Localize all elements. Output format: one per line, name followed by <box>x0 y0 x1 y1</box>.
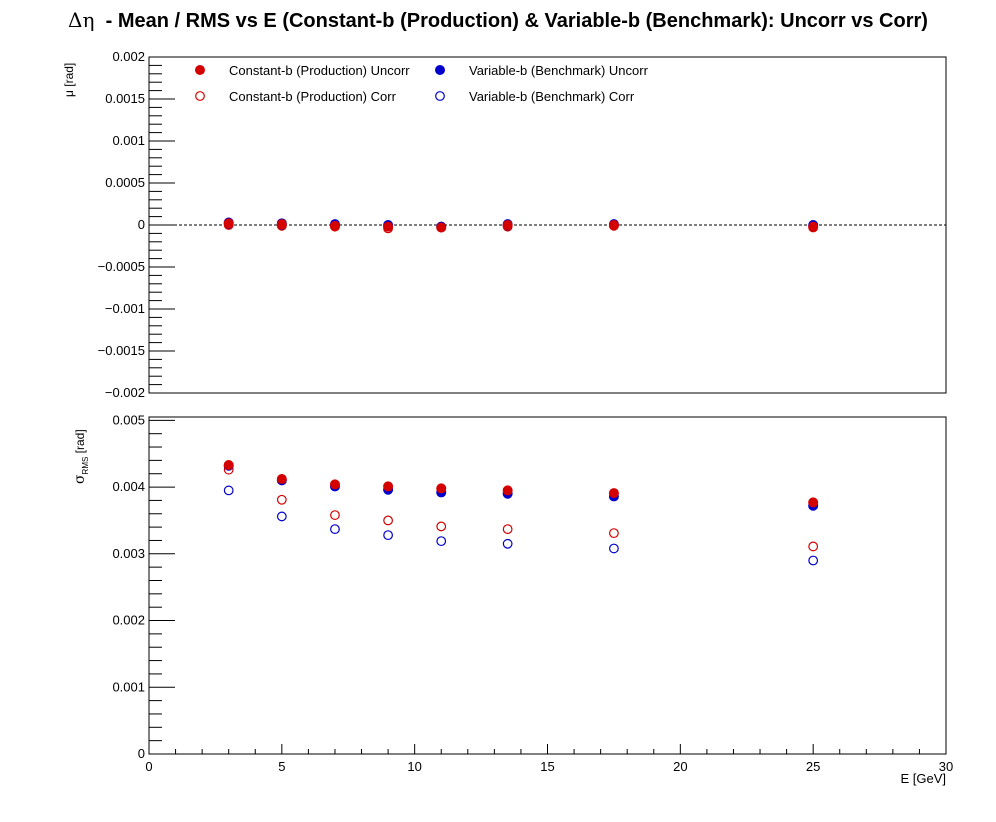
y-tick-label: 0.004 <box>112 479 145 494</box>
x-tick-label: 10 <box>407 759 421 774</box>
y-tick-label: 0.005 <box>112 412 145 427</box>
data-point-open <box>502 538 513 549</box>
data-point-filled <box>608 220 619 230</box>
y-tick-label: 0.0015 <box>105 91 145 106</box>
data-point-filled <box>502 485 513 496</box>
data-point-filled <box>383 221 394 232</box>
legend-marker <box>195 65 205 75</box>
data-point-open <box>330 510 340 520</box>
x-tick-label: 15 <box>540 759 554 774</box>
data-point-filled <box>329 220 340 231</box>
y-tick-label: −0.002 <box>105 385 145 400</box>
data-point-open <box>383 515 394 526</box>
data-point-open <box>609 543 619 554</box>
data-point-open <box>276 494 287 505</box>
y-tick-label: −0.001 <box>105 301 145 316</box>
legend-label: Variable-b (Benchmark) Uncorr <box>469 63 649 78</box>
legend-marker <box>195 91 205 101</box>
panel-rms: σRMS [rad] <box>72 416 947 755</box>
y-tick-label: 0 <box>138 746 145 761</box>
data-point-filled <box>436 222 447 233</box>
data-point-open <box>502 524 513 535</box>
data-point-open <box>436 536 447 547</box>
data-point-filled <box>808 221 819 232</box>
data-point-open <box>330 524 340 535</box>
y-tick-label: 0.002 <box>112 613 145 628</box>
data-point-open <box>276 511 287 522</box>
legend-label: Constant-b (Production) Corr <box>229 89 397 104</box>
y-tick-label: 0.001 <box>112 133 145 148</box>
legend-marker <box>435 65 445 75</box>
data-point-filled <box>223 460 234 471</box>
y-tick-label: 0.001 <box>112 679 145 694</box>
y-axis-label-unit: [rad] <box>73 429 87 456</box>
data-point-open <box>808 541 819 552</box>
x-tick-label: 0 <box>145 759 152 774</box>
data-point-open <box>808 555 819 566</box>
chart-title: Δη - Mean / RMS vs E (Constant-b (Produc… <box>0 8 996 33</box>
data-point-filled <box>608 488 619 499</box>
data-point-open <box>223 485 234 496</box>
y-tick-label: 0 <box>138 217 145 232</box>
title-symbol: Δη <box>68 8 95 32</box>
legend-label: Variable-b (Benchmark) Corr <box>469 89 635 104</box>
y-tick-label: −0.0005 <box>98 259 145 274</box>
x-tick-label: 5 <box>278 759 285 774</box>
y-tick-label: 0.002 <box>112 49 145 64</box>
x-tick-label: 20 <box>673 759 687 774</box>
y-axis-label-sigma: σ <box>72 474 88 484</box>
y-tick-label: −0.0015 <box>98 343 145 358</box>
title-text: - Mean / RMS vs E (Constant-b (Productio… <box>105 10 928 32</box>
data-point-filled <box>329 479 340 490</box>
y-axis-label: μ [rad] <box>62 63 76 97</box>
data-point-open <box>436 521 447 532</box>
data-point-filled <box>436 483 447 494</box>
y-axis-label: σRMS [rad] <box>72 429 90 484</box>
x-tick-label: 25 <box>806 759 820 774</box>
data-point-filled <box>502 220 513 230</box>
data-point-open <box>383 530 394 541</box>
data-point-filled <box>383 481 394 492</box>
panel-mean <box>148 56 947 394</box>
legend-marker <box>435 91 445 101</box>
y-tick-label: 0.0005 <box>105 175 145 190</box>
y-tick-label: 0.003 <box>112 546 145 561</box>
plot-frame <box>148 416 947 755</box>
y-axis-label-sub: RMS <box>81 457 90 475</box>
legend-label: Constant-b (Production) Uncorr <box>229 63 410 78</box>
data-point-filled <box>808 497 819 508</box>
data-point-filled <box>223 218 234 229</box>
data-point-filled <box>276 219 287 230</box>
data-point-filled <box>276 474 287 485</box>
data-point-open <box>609 528 619 539</box>
x-tick-label: 30 <box>939 759 953 774</box>
x-axis-label: E [GeV] <box>900 771 946 786</box>
